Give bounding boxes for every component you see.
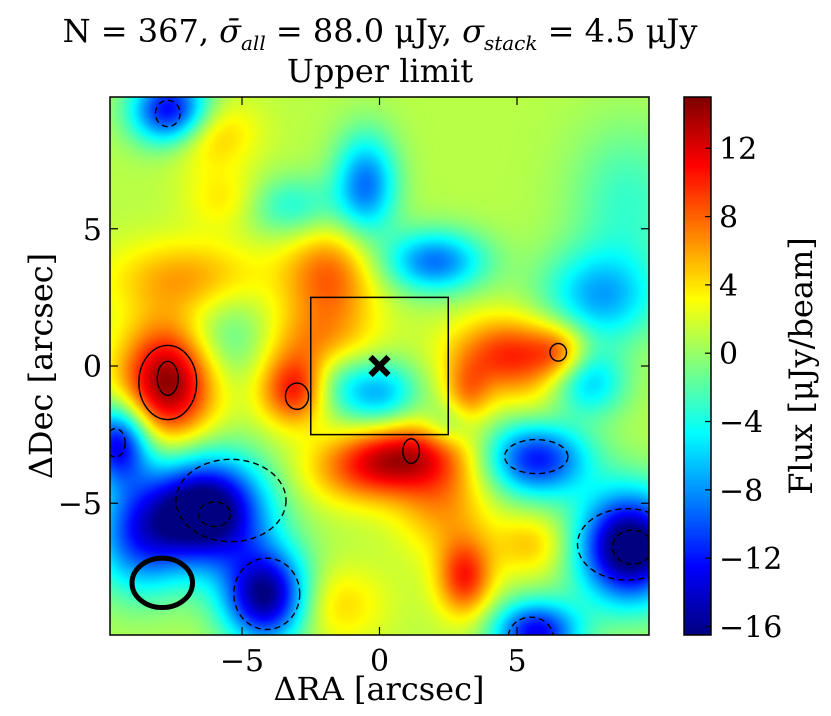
colorbar-frame [683,96,712,636]
contour-negative [175,458,287,543]
contour-positive [284,382,310,411]
colorbar-tick-label: 12 [719,132,757,167]
contour-negative [110,427,126,458]
colorbar-tick-label: −16 [719,610,782,645]
title-sigma-stack-sub: stack [484,31,538,55]
y-axis-ticks: −5 0 5 [58,213,649,522]
y-tick-label: −5 [58,487,102,522]
contour-positive [156,360,179,397]
overlay-layer [129,296,449,611]
beam-ellipse [129,555,195,611]
contour-negative [503,438,569,475]
stack-box [310,296,449,436]
title-prefix: N = 367, [63,12,220,50]
contour-negative [576,508,649,581]
contour-positive [138,344,198,421]
title-sigma-all-value: = 88.0 μJy, [266,12,462,50]
title-sigma-all-sub: all [241,31,266,55]
contour-positive [402,438,421,465]
chart-title-line1: N = 367, σ̄all = 88.0 μJy, σstack = 4.5 … [63,12,698,55]
source-marker [368,354,391,378]
x-axis-ticks: −5 0 5 [220,97,527,679]
colorbar-tick-label: −8 [719,474,763,509]
colorbar-tick-label: −4 [719,406,763,441]
y-tick-label: 0 [83,350,102,385]
colorbar-tick-label: 4 [719,269,738,304]
title-sigma-stack-symbol: σ [462,12,485,50]
y-axis-label: ΔDec [arcsec] [22,253,60,479]
colorbar-tick-label: 0 [719,337,738,372]
chart-title-line2: Upper limit [287,52,473,90]
colorbar-gradient [684,97,711,635]
contour-negative [507,616,554,635]
title-sigma-stack-value: = 4.5 μJy [537,12,697,50]
x-axis-label: ΔRA [arcsec] [273,670,484,708]
contour-negative [197,501,232,528]
contour-negative [233,557,301,631]
colorbar-label: Flux [μJy/beam] [782,237,820,495]
colorbar-ticks: 12 8 4 0 −4 −8 −12 −16 [705,132,782,645]
contour-positive [549,342,568,362]
x-tick-label: 5 [507,644,526,679]
x-tick-label: 0 [370,644,389,679]
colorbar-tick-label: 8 [719,201,738,236]
colorbar: 12 8 4 0 −4 −8 −12 −16 Flux [μJy/beam] [683,96,820,645]
colorbar-tick-label: −12 [719,542,782,577]
contour-layer [110,99,649,635]
title-sigma-all-symbol: σ̄ [219,12,242,50]
x-tick-label: −5 [220,644,264,679]
y-tick-label: 5 [83,213,102,248]
contour-negative [154,99,181,128]
